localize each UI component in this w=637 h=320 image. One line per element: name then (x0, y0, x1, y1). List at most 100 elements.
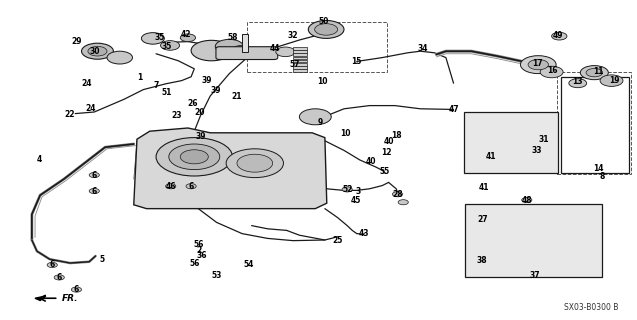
Text: 49: 49 (553, 31, 563, 40)
Text: 18: 18 (391, 131, 401, 140)
Bar (293, 50, 307, 53)
Text: 37: 37 (530, 271, 540, 280)
Text: FR.: FR. (62, 294, 78, 303)
Text: 6: 6 (92, 171, 97, 180)
Bar (247, 22, 387, 72)
Circle shape (82, 43, 113, 59)
Circle shape (180, 34, 196, 42)
Text: 22: 22 (65, 110, 75, 119)
Text: 5: 5 (99, 255, 104, 264)
Text: 13: 13 (572, 77, 582, 86)
Circle shape (156, 138, 233, 176)
Circle shape (180, 150, 208, 164)
Circle shape (580, 66, 608, 80)
Text: 56: 56 (194, 240, 204, 249)
Text: 44: 44 (270, 44, 280, 53)
Circle shape (520, 56, 556, 74)
Polygon shape (35, 296, 46, 300)
Circle shape (552, 32, 567, 40)
Text: 58: 58 (228, 33, 238, 42)
Bar (561, 77, 629, 173)
Text: 24: 24 (82, 79, 92, 88)
Text: 53: 53 (211, 271, 222, 280)
Text: 19: 19 (610, 76, 620, 85)
Circle shape (169, 144, 220, 170)
Text: 6: 6 (189, 182, 194, 191)
Text: 55: 55 (379, 167, 389, 176)
Circle shape (161, 41, 180, 50)
Circle shape (191, 40, 232, 61)
Text: 20: 20 (194, 108, 204, 117)
Circle shape (569, 79, 587, 88)
Circle shape (600, 75, 623, 86)
Circle shape (141, 33, 164, 44)
Text: 51: 51 (162, 88, 172, 97)
Text: SX03-B0300 B: SX03-B0300 B (564, 303, 618, 312)
Circle shape (522, 197, 532, 203)
Text: 42: 42 (181, 30, 191, 39)
Circle shape (586, 68, 603, 77)
Circle shape (71, 287, 82, 292)
Circle shape (392, 192, 403, 197)
Text: 46: 46 (166, 182, 176, 191)
Circle shape (166, 184, 176, 189)
Text: 48: 48 (522, 196, 532, 204)
Text: 35: 35 (161, 42, 171, 51)
Text: 30: 30 (89, 47, 99, 56)
Text: 34: 34 (418, 44, 428, 52)
Text: 23: 23 (172, 111, 182, 120)
Text: 16: 16 (547, 66, 557, 75)
Circle shape (89, 188, 99, 194)
Text: 8: 8 (599, 172, 605, 181)
Bar (293, 47, 307, 50)
Text: 33: 33 (532, 146, 542, 155)
Text: 2: 2 (196, 246, 201, 255)
Text: 26: 26 (187, 99, 197, 108)
Circle shape (226, 149, 283, 178)
Bar (293, 53, 307, 56)
Bar (557, 72, 631, 174)
Text: 41: 41 (485, 152, 496, 161)
Text: 15: 15 (352, 57, 362, 66)
Bar (293, 60, 307, 62)
Circle shape (215, 39, 243, 53)
Circle shape (398, 200, 408, 205)
Bar (293, 57, 307, 59)
Text: 1: 1 (138, 73, 143, 82)
Text: 10: 10 (341, 129, 351, 138)
Circle shape (107, 51, 132, 64)
Bar (293, 63, 307, 66)
Text: 7: 7 (154, 81, 159, 90)
Text: 43: 43 (359, 229, 369, 238)
Circle shape (231, 45, 254, 57)
FancyBboxPatch shape (216, 47, 278, 60)
Circle shape (88, 46, 107, 56)
Text: 52: 52 (342, 185, 352, 194)
Circle shape (47, 262, 57, 268)
Polygon shape (134, 128, 327, 209)
Text: 56: 56 (189, 259, 199, 268)
Circle shape (540, 66, 563, 78)
Bar (242, 34, 248, 52)
Circle shape (237, 154, 273, 172)
Text: 27: 27 (477, 215, 487, 224)
Text: 14: 14 (594, 164, 604, 173)
Text: 4: 4 (37, 155, 42, 164)
Bar (464, 112, 558, 173)
Text: 6: 6 (57, 273, 62, 282)
Text: 50: 50 (318, 17, 329, 26)
Text: 21: 21 (232, 92, 242, 100)
Circle shape (186, 184, 196, 189)
Circle shape (276, 47, 295, 57)
Text: 12: 12 (382, 148, 392, 156)
Text: 24: 24 (86, 104, 96, 113)
Text: 6: 6 (92, 187, 97, 196)
Text: 29: 29 (71, 37, 82, 46)
Text: 32: 32 (288, 31, 298, 40)
Circle shape (89, 172, 99, 178)
Text: 6: 6 (50, 260, 55, 269)
Circle shape (342, 187, 352, 192)
Text: 17: 17 (533, 59, 543, 68)
Circle shape (528, 60, 548, 70)
Text: 11: 11 (594, 67, 604, 76)
